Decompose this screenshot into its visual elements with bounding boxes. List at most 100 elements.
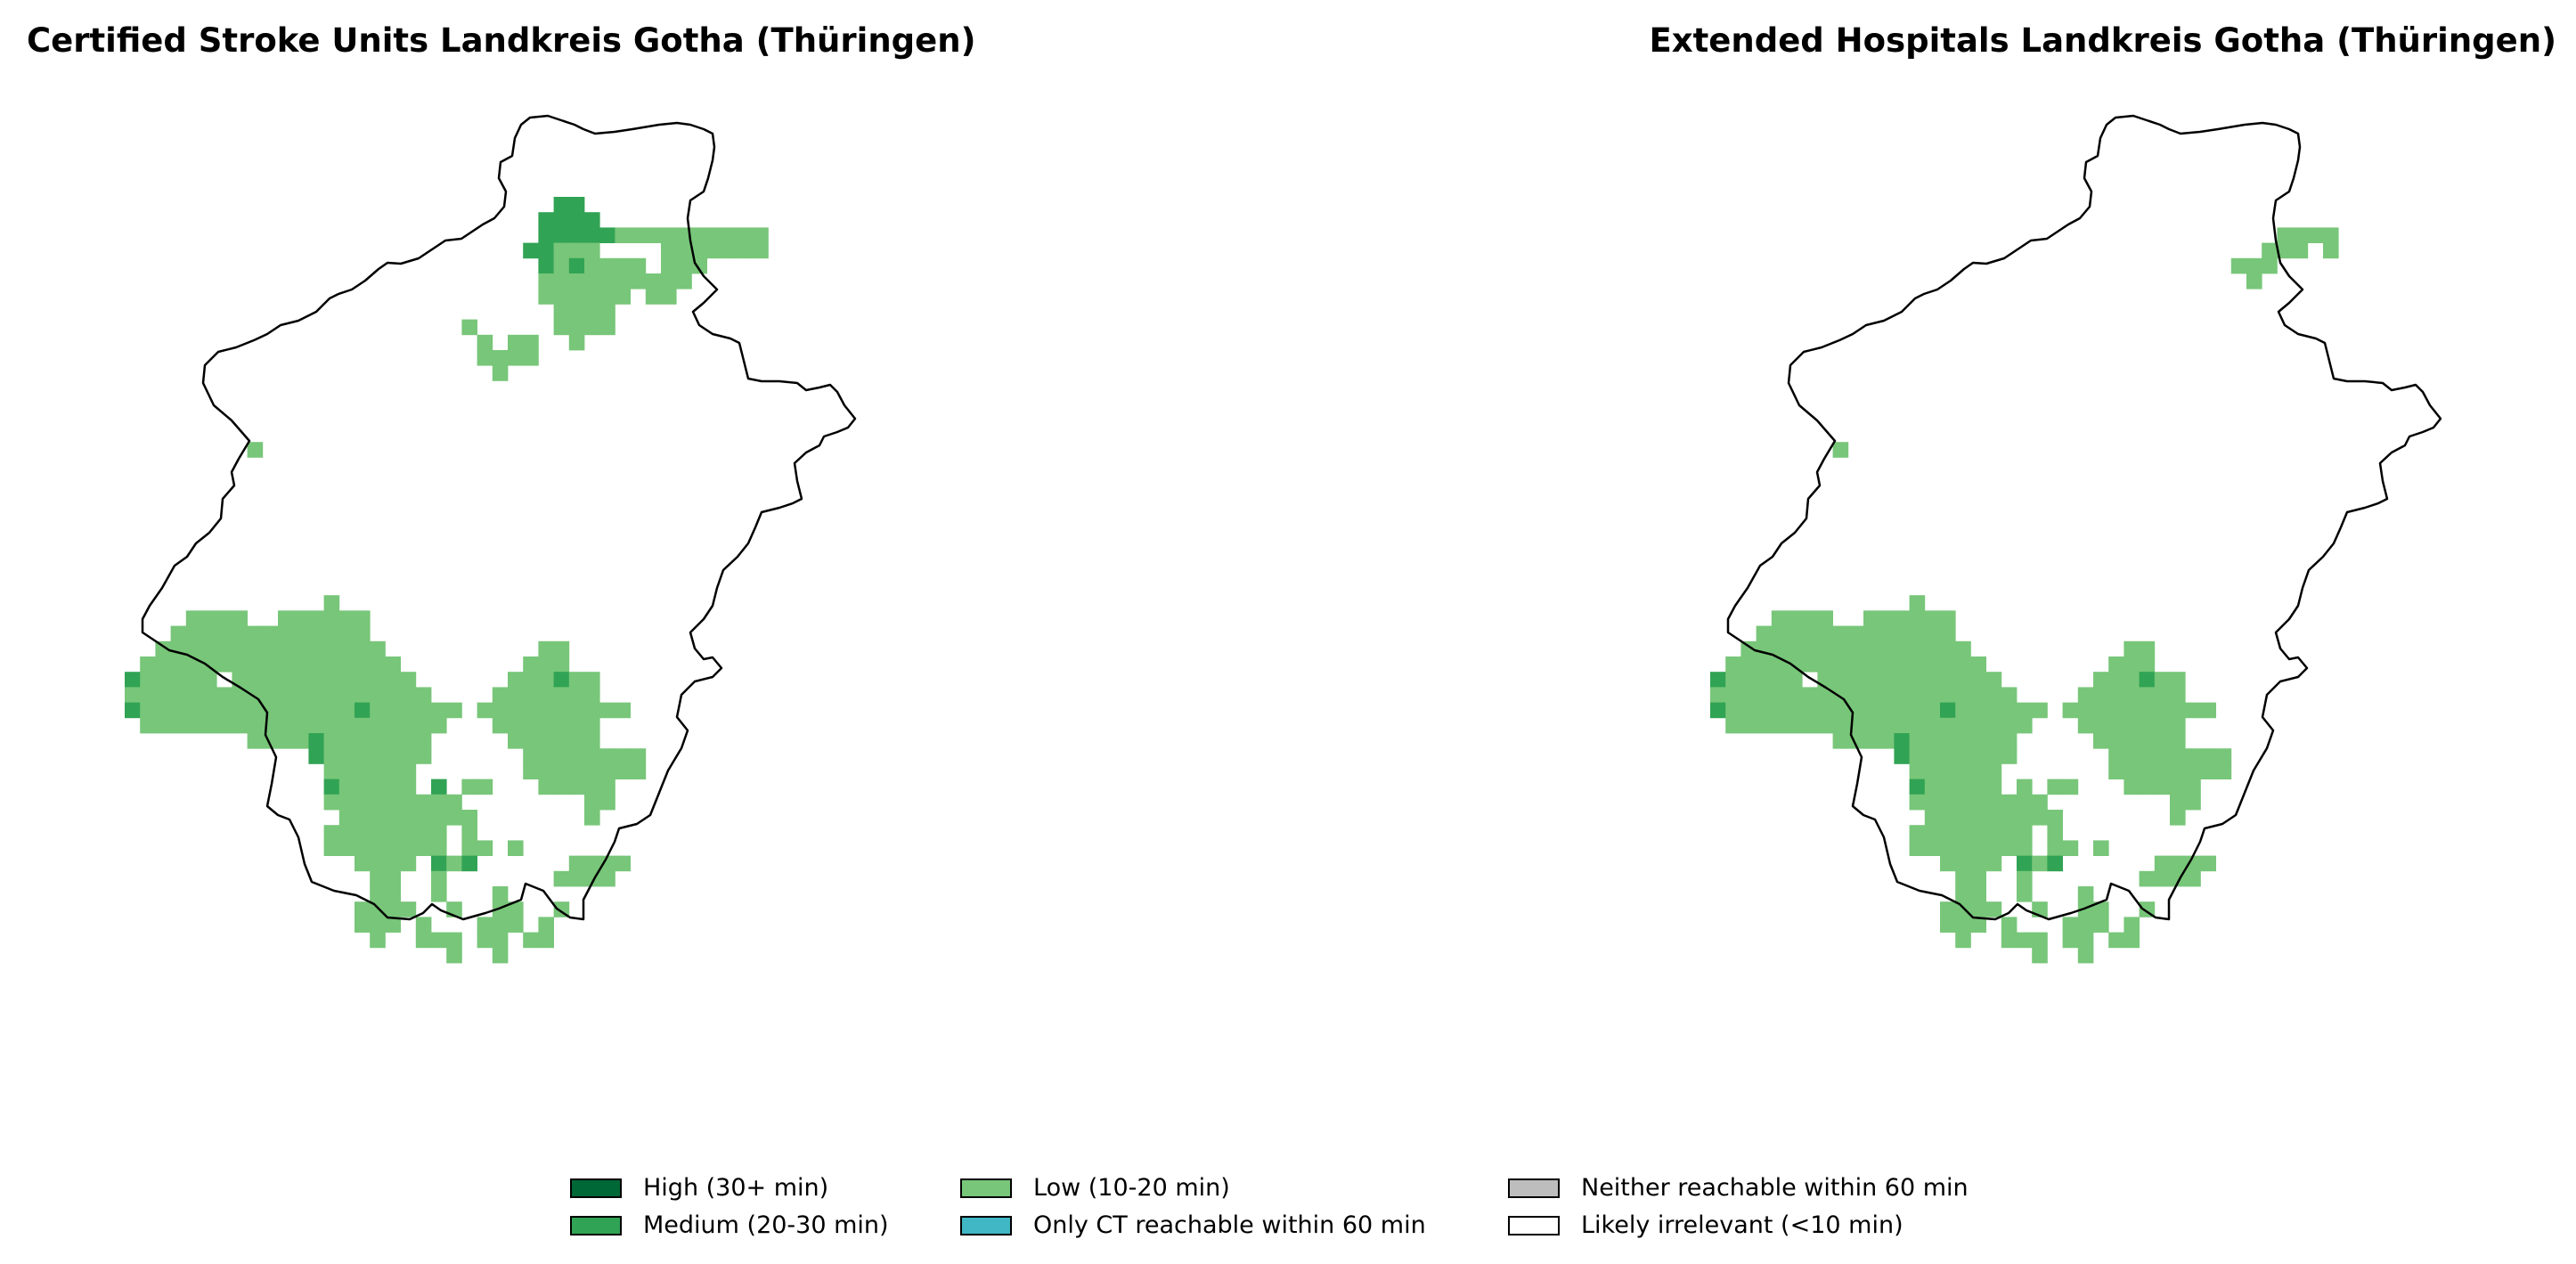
grid-cell-low [523,748,539,764]
grid-cell-low [323,610,340,626]
grid-cell-medium [431,855,447,872]
grid-cell-low [338,656,355,673]
grid-cell-low [415,794,432,811]
grid-cell-low [568,242,585,259]
grid-cell-low [338,763,355,779]
grid-cell-low [278,610,294,626]
grid-cell-low [385,702,401,719]
grid-cell-low [2170,855,2186,872]
grid-cell-low [2124,779,2140,795]
grid-cell-low [568,273,585,289]
grid-cell-low [1940,640,1956,657]
grid-cell-low [155,640,171,657]
grid-cell-low [2124,717,2140,734]
grid-cell-low [2230,257,2247,274]
grid-cell-low [1787,610,1803,626]
legend-swatch-neither [1508,1178,1560,1198]
grid-cell-low [2277,242,2293,259]
grid-cell-low [1955,687,1971,703]
grid-cell-low [2047,825,2063,841]
grid-cell-low [508,702,524,719]
grid-cell-low [615,289,631,305]
grid-cell-medium [308,748,324,764]
grid-cell-low [1985,794,2002,811]
grid-cell-low [446,947,462,964]
grid-cell-low [568,319,585,336]
grid-cell-low [1909,610,1926,626]
grid-cell-low [1725,687,1741,703]
grid-cell-low [1940,810,1956,826]
grid-cell-low [738,242,754,259]
grid-cell-low [492,932,509,949]
grid-cell-low [477,334,493,351]
grid-cell-low [2032,810,2048,826]
grid-cell-low [355,748,371,764]
grid-cell-low [1894,610,1910,626]
grid-cell-low [262,672,279,688]
grid-cell-low [553,779,570,795]
grid-cell-low [1725,672,1741,688]
grid-cell-low [262,687,279,703]
grid-cell-medium [584,212,600,228]
grid-cell-low [308,640,324,657]
grid-cell-low [232,640,248,657]
legend-swatch-high [570,1178,622,1198]
grid-cell-low [461,840,477,856]
grid-cell-low [355,687,371,703]
grid-cell-low [2108,932,2124,949]
grid-cell-low [155,656,171,673]
grid-cell-low [370,932,386,949]
grid-cell-low [1787,640,1803,657]
grid-cell-low [615,855,631,872]
grid-cell-low [1756,656,1773,673]
grid-cell-low [599,257,615,274]
grid-cell-low [1879,702,1895,719]
grid-cell-low [308,717,324,734]
grid-cell-low [338,794,355,811]
grid-cell-low [599,748,615,764]
grid-cell-low [446,932,462,949]
grid-cell-low [446,810,462,826]
grid-cell-low [1985,733,2002,749]
grid-cell-low [370,656,386,673]
grid-cell-low [431,870,447,887]
grid-cell-low [278,656,294,673]
map-title-certified-stroke-units: Certified Stroke Units Landkreis Gotha (… [27,21,976,60]
grid-cell-low [355,794,371,811]
grid-cell-low [523,687,539,703]
grid-cell-medium [538,257,554,274]
grid-cell-low [355,610,371,626]
grid-cell-low [1894,687,1910,703]
grid-cell-low [1879,610,1895,626]
grid-cell-low [338,733,355,749]
grid-cell-low [2170,672,2186,688]
grid-cell-low [201,656,217,673]
grid-cell-low [415,810,432,826]
grid-cell-low [1879,640,1895,657]
grid-cell-low [1863,625,1879,642]
grid-cell-low [553,687,570,703]
grid-cell-low [400,779,417,795]
grid-cell-low [2215,748,2232,764]
grid-cell-low [1955,825,1971,841]
grid-cell-low [232,656,248,673]
grid-cell-low [1756,625,1773,642]
grid-cell-low [385,748,401,764]
grid-cell-low [293,625,309,642]
grid-cell-low [355,810,371,826]
grid-cell-low [2001,840,2018,856]
grid-cell-low [1924,717,1941,734]
grid-cell-low [446,702,462,719]
reachability-cells-left [125,197,769,964]
grid-cell-low [1879,672,1895,688]
grid-cell-low [1787,625,1803,642]
grid-cell-low [1771,687,1788,703]
grid-cell-low [645,289,662,305]
grid-cell-low [355,640,371,657]
grid-cell-low [338,672,355,688]
grid-cell-low [1924,763,1941,779]
grid-cell-low [1725,717,1741,734]
legend-swatch-irrelevant [1508,1215,1560,1235]
grid-cell-low [1970,870,1986,887]
grid-cell-low [323,672,340,688]
